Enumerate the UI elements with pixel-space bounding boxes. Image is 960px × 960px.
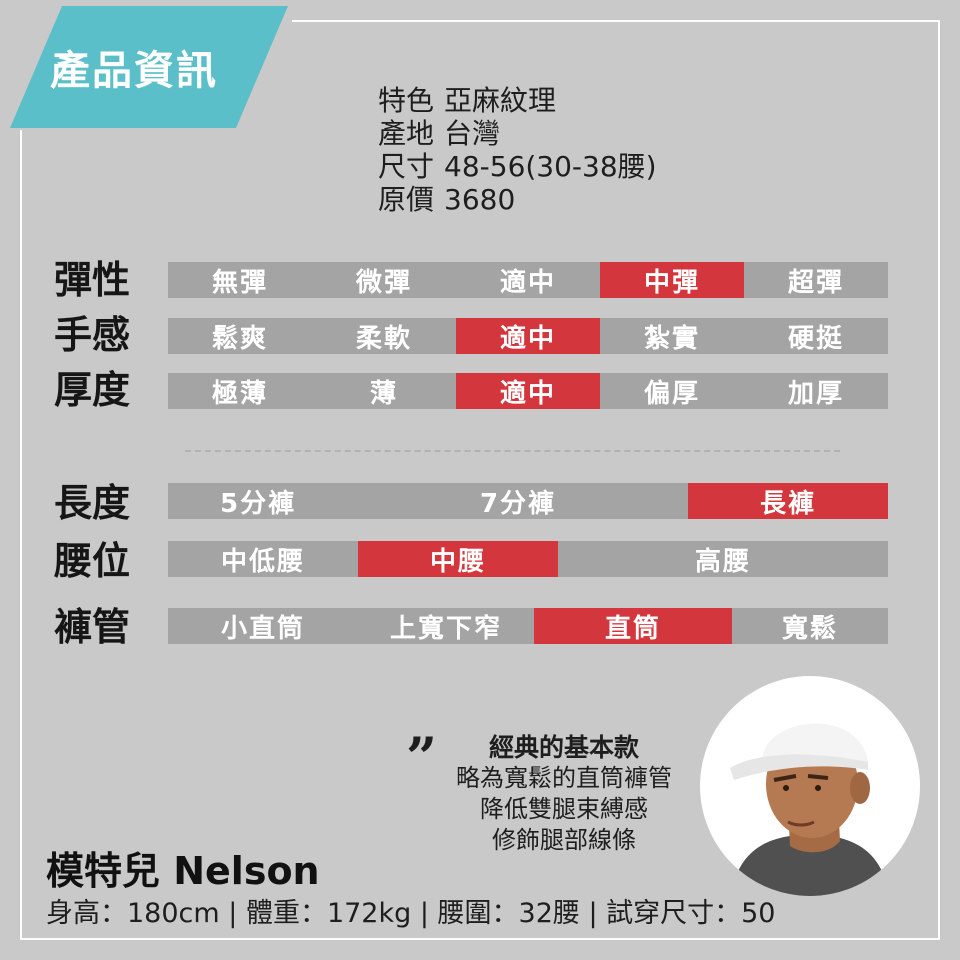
info-row-feature: 特色 亞麻紋理 — [378, 84, 557, 117]
scale-option: 紮實 — [643, 323, 700, 354]
scale-option: 鬆爽 — [211, 323, 268, 354]
scale-option: 中腰 — [358, 541, 558, 577]
scale-option: 7分褲 — [479, 488, 557, 519]
scale-option: 適中 — [456, 373, 600, 409]
scale-option: 適中 — [499, 267, 556, 298]
product-info: 特色 亞麻紋理 產地 台灣 尺寸 48-56(30-38腰) 原價 3680 — [378, 84, 657, 216]
info-row-origin: 產地 台灣 — [378, 117, 501, 150]
model-name: 模特兒 Nelson — [46, 849, 320, 893]
scale-option: 加厚 — [787, 378, 844, 409]
model-photo — [700, 676, 920, 896]
scale-option: 上寬下窄 — [389, 613, 502, 644]
info-row-size: 尺寸 48-56(30-38腰) — [378, 150, 657, 183]
scale-option: 柔軟 — [355, 323, 412, 354]
quote-title: 經典的基本款 — [488, 733, 639, 762]
quote-line: 略為寬鬆的直筒褲管 — [456, 764, 672, 792]
model-portrait-illustration — [730, 723, 890, 896]
model-quote: 經典的基本款 略為寬鬆的直筒褲管 降低雙腿束縛感 修飾腿部線條 — [440, 732, 688, 856]
scale-option: 超彈 — [787, 267, 844, 298]
info-row-price: 原價 3680 — [378, 183, 516, 216]
scale-option: 薄 — [369, 378, 398, 409]
scale-option: 適中 — [456, 318, 600, 354]
content-frame — [20, 20, 940, 940]
quote-line: 修飾腿部線條 — [492, 826, 636, 854]
label-length: 長度 — [54, 481, 131, 525]
scale-option: 無彈 — [211, 267, 268, 298]
scale-option: 長褲 — [688, 483, 888, 519]
scale-length: 5分褲 7分褲 長褲 — [168, 483, 888, 519]
label-elasticity: 彈性 — [54, 258, 131, 302]
model-stats: 身高：180cm | 體重：172kg | 腰圍：32腰 | 試穿尺寸：50 — [46, 898, 776, 929]
scale-thickness: 極薄 薄 適中 偏厚 加厚 — [168, 373, 888, 409]
scale-leg: 小直筒 上寬下窄 直筒 寬鬆 — [168, 608, 888, 644]
scale-option: 直筒 — [534, 608, 732, 644]
quote-line: 降低雙腿束縛感 — [480, 795, 648, 823]
section-divider — [185, 450, 840, 452]
scale-option: 高腰 — [694, 546, 751, 577]
scale-option: 偏厚 — [643, 378, 700, 409]
banner-title: 產品資訊 — [50, 48, 218, 94]
quote-mark: ” — [406, 725, 438, 789]
scale-waist: 中低腰 中腰 高腰 — [168, 541, 888, 577]
label-thickness: 厚度 — [54, 368, 131, 412]
scale-option: 5分褲 — [220, 488, 297, 519]
scale-option: 極薄 — [211, 378, 268, 409]
scale-option: 微彈 — [355, 267, 412, 298]
label-leg: 褲管 — [54, 605, 131, 649]
scale-option: 寬鬆 — [781, 613, 838, 644]
scale-option: 硬挺 — [787, 323, 844, 354]
scale-option: 中彈 — [600, 262, 744, 298]
scale-option: 中低腰 — [220, 546, 305, 577]
scale-elasticity: 無彈 微彈 適中 中彈 超彈 — [168, 262, 888, 298]
scale-option: 小直筒 — [220, 613, 305, 644]
scale-feel: 鬆爽 柔軟 適中 紮實 硬挺 — [168, 318, 888, 354]
section-banner: 產品資訊 — [10, 6, 288, 128]
label-feel: 手感 — [54, 313, 131, 357]
label-waist: 腰位 — [54, 539, 131, 583]
